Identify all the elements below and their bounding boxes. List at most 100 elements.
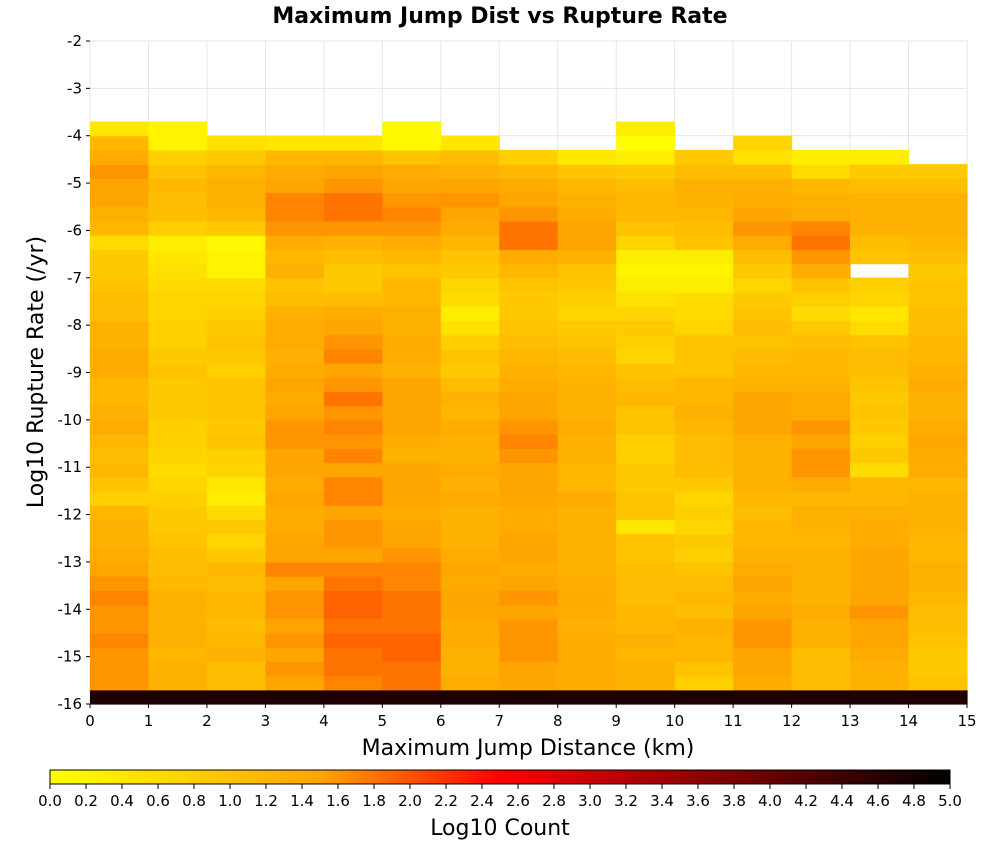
heatmap-cell — [206, 263, 266, 279]
heatmap-cell — [908, 661, 968, 677]
heatmap-cell — [499, 661, 559, 677]
colorbar-tick-label: 1.2 — [254, 792, 278, 810]
x-tick-label: 2 — [202, 712, 212, 730]
heatmap-cell — [440, 632, 500, 648]
heatmap-cell — [733, 448, 793, 464]
x-tick-label: 11 — [724, 712, 743, 730]
heatmap-cell — [323, 405, 383, 421]
heatmap-cell — [791, 249, 851, 265]
heatmap-cell — [148, 306, 208, 322]
heatmap-cell — [557, 220, 617, 236]
heatmap-cell — [791, 192, 851, 208]
heatmap-cell — [382, 533, 442, 549]
heatmap-cell — [206, 363, 266, 378]
heatmap-cell — [90, 291, 150, 307]
colorbar-label: Log10 Count — [430, 816, 570, 841]
heatmap-cell — [148, 320, 208, 336]
heatmap-cell — [616, 348, 676, 364]
heatmap-cell — [499, 632, 559, 648]
heatmap-cell — [499, 235, 559, 250]
heatmap-cell — [850, 192, 910, 208]
heatmap-cell — [733, 334, 793, 350]
heatmap-cell — [674, 533, 734, 549]
heatmap-cell — [323, 277, 383, 293]
colorbar-tick-label: 3.6 — [686, 792, 710, 810]
heatmap-cell — [323, 505, 383, 520]
x-tick-label: 15 — [957, 712, 976, 730]
heatmap-cell — [499, 533, 559, 549]
heatmap-cell — [908, 476, 968, 492]
heatmap-cell — [908, 235, 968, 250]
heatmap-cell — [908, 348, 968, 364]
heatmap-cell — [265, 476, 325, 492]
heatmap-cell — [265, 320, 325, 336]
heatmap-cell — [90, 618, 150, 634]
heatmap-cell — [265, 661, 325, 677]
heatmap-cells — [90, 121, 968, 705]
heatmap-cell — [674, 291, 734, 307]
heatmap-cell — [791, 291, 851, 307]
colorbar-tick-label: 0.2 — [74, 792, 98, 810]
heatmap-cell — [265, 206, 325, 222]
heatmap-cell — [791, 533, 851, 549]
heatmap-cell — [908, 164, 968, 179]
heatmap-cell — [557, 291, 617, 307]
y-tick-label: -10 — [58, 411, 83, 429]
heatmap-cell — [323, 263, 383, 279]
heatmap-cell — [440, 277, 500, 293]
heatmap-cell — [733, 661, 793, 677]
heatmap-cell — [733, 164, 793, 179]
heatmap-cell — [908, 291, 968, 307]
heatmap-cell — [440, 135, 500, 151]
heatmap-cell — [382, 405, 442, 421]
heatmap-cell — [265, 618, 325, 634]
heatmap-cell — [382, 419, 442, 435]
heatmap-cell — [674, 220, 734, 236]
heatmap-cell — [616, 263, 676, 279]
heatmap-cell — [90, 434, 150, 449]
heatmap-cell — [733, 363, 793, 378]
heatmap-cell — [733, 590, 793, 606]
y-tick-label: -13 — [58, 553, 83, 571]
y-tick-label: -9 — [67, 364, 82, 382]
heatmap-cell — [148, 632, 208, 648]
heatmap-cell — [440, 689, 500, 705]
heatmap-cell — [440, 462, 500, 478]
colorbar-tick-label: 2.8 — [542, 792, 566, 810]
heatmap-cell — [908, 604, 968, 620]
heatmap-cell — [674, 689, 734, 705]
heatmap-cell — [850, 661, 910, 677]
heatmap-cell — [323, 647, 383, 662]
x-tick-label: 14 — [899, 712, 918, 730]
heatmap-cell — [557, 306, 617, 322]
heatmap-cell — [265, 632, 325, 648]
heatmap-cell — [382, 476, 442, 492]
heatmap-cell — [148, 377, 208, 393]
heatmap-cell — [382, 348, 442, 364]
heatmap-cell — [557, 505, 617, 520]
heatmap-cell — [557, 391, 617, 407]
heatmap-cell — [148, 547, 208, 563]
heatmap-cell — [206, 561, 266, 577]
x-tick-label: 3 — [261, 712, 271, 730]
heatmap-cell — [265, 249, 325, 265]
colorbar-tick-label: 1.8 — [362, 792, 386, 810]
heatmap-cell — [791, 164, 851, 179]
heatmap-cell — [908, 363, 968, 378]
heatmap-cell — [440, 505, 500, 520]
heatmap-cell — [90, 277, 150, 293]
heatmap-cell — [440, 661, 500, 677]
heatmap-cell — [499, 590, 559, 606]
heatmap-cell — [616, 249, 676, 265]
heatmap-cell — [90, 448, 150, 464]
colorbar-tick-label: 1.6 — [326, 792, 350, 810]
heatmap-cell — [557, 604, 617, 620]
heatmap-cell — [499, 320, 559, 336]
heatmap-cell — [850, 348, 910, 364]
heatmap-cell — [148, 576, 208, 591]
heatmap-cell — [791, 547, 851, 563]
heatmap-cell — [90, 348, 150, 364]
heatmap-cell — [557, 462, 617, 478]
heatmap-cell — [499, 647, 559, 662]
heatmap-cell — [616, 235, 676, 250]
